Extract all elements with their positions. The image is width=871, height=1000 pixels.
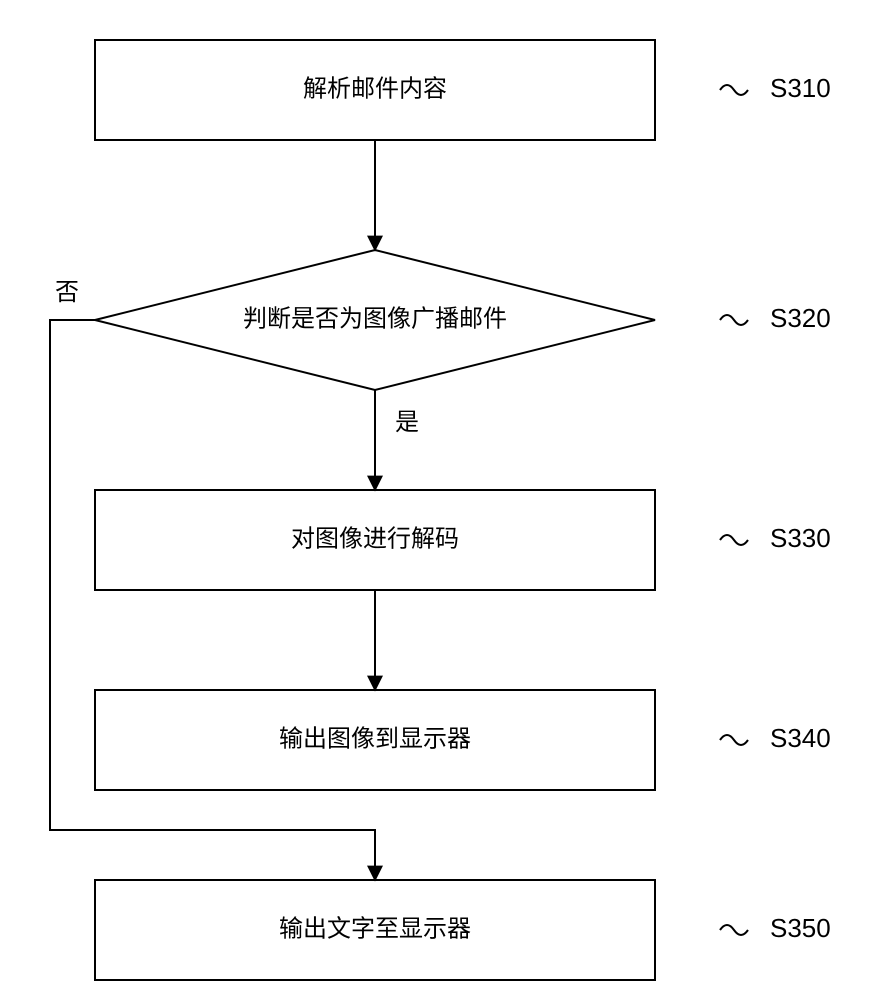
- edge-3: [50, 320, 375, 880]
- decision-text-s320: 判断是否为图像广播邮件: [243, 305, 507, 332]
- step-label-s350: S350: [770, 913, 831, 943]
- step-label-s330: S330: [770, 523, 831, 553]
- tilde-connector-2: [720, 535, 748, 545]
- process-text-s330: 对图像进行解码: [291, 525, 459, 552]
- process-text-s340: 输出图像到显示器: [279, 725, 471, 752]
- step-label-s340: S340: [770, 723, 831, 753]
- tilde-connector-4: [720, 925, 748, 935]
- edge-label-3: 否: [55, 279, 79, 306]
- flowchart: 解析邮件内容 S310 判断是否为图像广播邮件 S320 对图像进行解码 S330 输出图像…: [0, 0, 871, 1000]
- step-label-s310: S310: [770, 73, 831, 103]
- tilde-connector-3: [720, 735, 748, 745]
- edge-label-1: 是: [395, 409, 419, 436]
- step-label-s320: S320: [770, 303, 831, 333]
- process-text-s350: 输出文字至显示器: [279, 915, 471, 942]
- tilde-connector-1: [720, 315, 748, 325]
- tilde-connector-0: [720, 85, 748, 95]
- process-text-s310: 解析邮件内容: [303, 75, 447, 102]
